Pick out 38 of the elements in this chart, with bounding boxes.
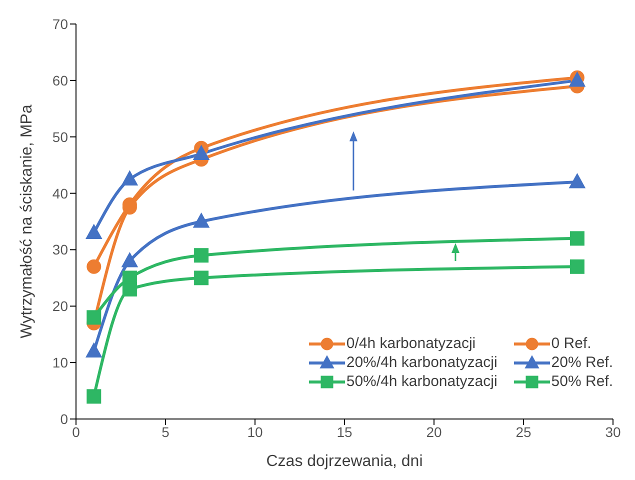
point [193, 146, 210, 160]
y-tick-label: 70 [52, 16, 68, 32]
y-tick-label: 50 [52, 128, 68, 145]
x-tick-label: 30 [605, 424, 621, 440]
y-tick-label: 0 [60, 410, 68, 427]
point [86, 310, 102, 325]
point [122, 252, 138, 268]
legend-label: 50%/4h karbonatyzacji [346, 373, 498, 390]
point [86, 224, 102, 240]
point [122, 282, 137, 296]
legend-label: 50% Ref. [551, 373, 613, 390]
x-tick-label: 10 [247, 424, 263, 440]
x-tick-label: 25 [516, 424, 532, 440]
point [86, 259, 102, 274]
x-tick-label: 20 [426, 424, 442, 440]
y-tick-label: 40 [52, 185, 68, 202]
point [193, 213, 210, 228]
x-tick-label: 5 [162, 424, 170, 440]
point [194, 270, 209, 286]
point [570, 231, 584, 246]
x-axis-title: Czas dojrzewania, dni [266, 453, 423, 470]
y-tick-label: 20 [52, 298, 68, 314]
point [570, 259, 584, 274]
y-axis-title: Wytrzymałość na ściskanie, MPa [18, 104, 36, 338]
point [86, 343, 102, 358]
x-tick-label: 15 [336, 424, 352, 440]
point [122, 170, 138, 186]
y-tick-label: 60 [52, 72, 68, 88]
legend-label: 20%/4h karbonatyzacji [346, 354, 498, 371]
legend-label: 0/4h karbonatyzacji [346, 335, 476, 352]
legend-label: 0 Ref. [551, 335, 592, 352]
x-tick-label: 0 [72, 424, 80, 440]
point [194, 248, 209, 263]
point [569, 174, 586, 188]
legend-label: 20% Ref. [551, 354, 613, 371]
y-tick-label: 30 [52, 242, 68, 258]
point [86, 389, 102, 404]
y-tick-label: 10 [52, 354, 68, 371]
